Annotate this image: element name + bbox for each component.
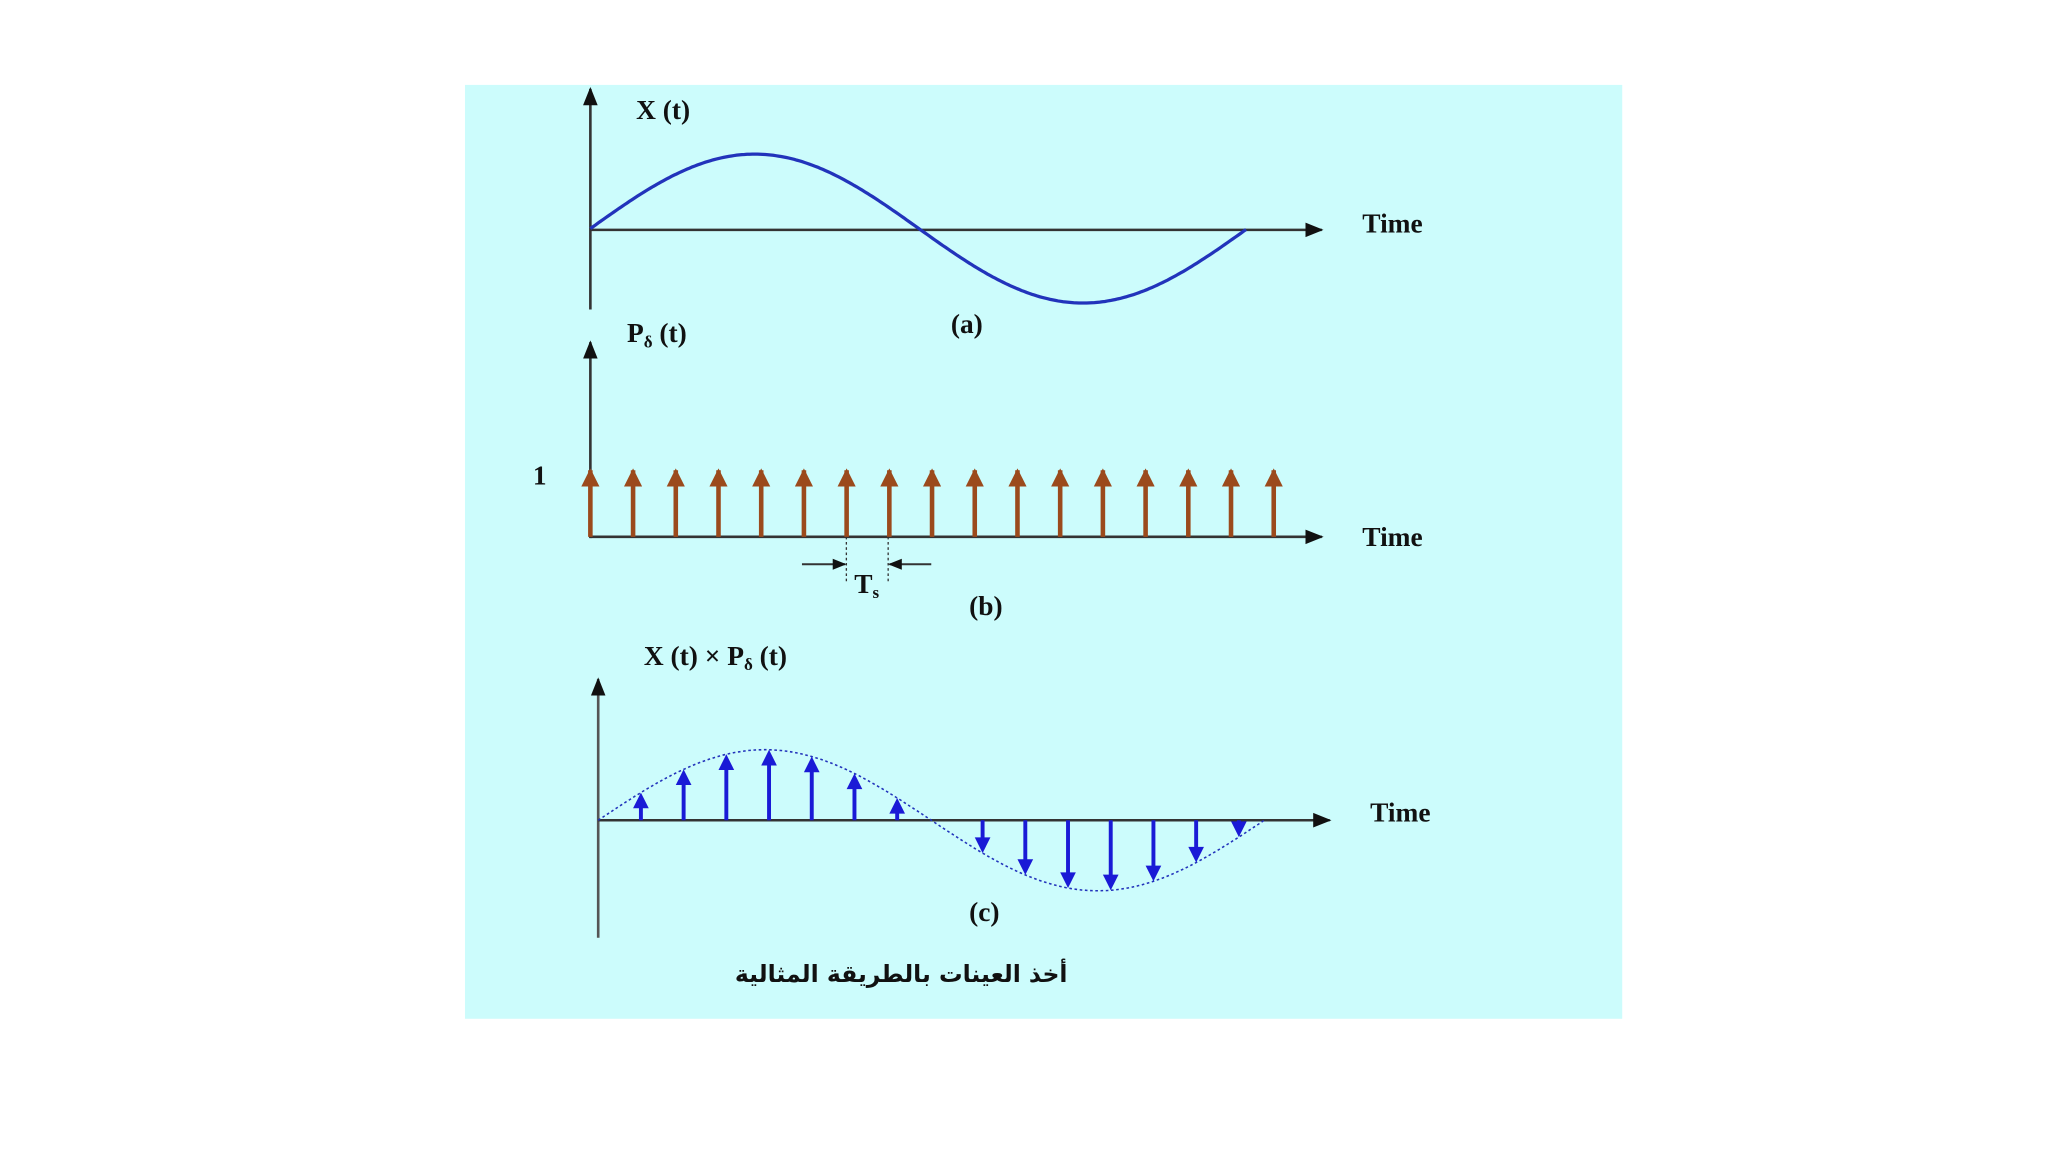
label-rest: (t) [653, 318, 687, 348]
x-axis-label: Time [1362, 522, 1422, 552]
sample-head [1060, 872, 1076, 889]
sample-head [1188, 846, 1204, 863]
x-axis-label: Time [1370, 798, 1430, 828]
y-axis-label: Pδ (t) [627, 318, 687, 351]
footer-caption: أخذ العينات بالطريقة المثالية [735, 958, 1068, 988]
y-axis-label: X (t) × Pδ (t) [644, 641, 787, 674]
label-subscript: s [872, 583, 879, 602]
sample-head [633, 792, 649, 809]
sample-head [846, 773, 863, 790]
envelope-curve [597, 748, 1265, 892]
panel-caption: (b) [969, 591, 1003, 621]
signal-curve [589, 152, 1247, 305]
label-main: X (t) × P [644, 641, 744, 671]
panel-background [464, 84, 1623, 1019]
sample-head [803, 756, 820, 773]
label-main: P [627, 318, 644, 348]
sample-head [1231, 821, 1247, 838]
label-subscript: δ [744, 655, 753, 674]
panel-caption: (a) [951, 309, 983, 339]
sample-head [1145, 865, 1162, 882]
sample-head [1017, 859, 1034, 875]
y-axis-label: X (t) [636, 95, 690, 125]
sample-head [761, 749, 777, 766]
panel-caption: (c) [969, 897, 999, 927]
sample-arrows [633, 749, 1247, 891]
sample-head [675, 769, 692, 786]
x-axis-label: Time [1362, 208, 1422, 238]
sample-head [974, 837, 991, 854]
impulse-train [581, 468, 1283, 537]
sample-head [1102, 874, 1119, 891]
sample-head [718, 754, 735, 770]
period-label: Ts [854, 569, 879, 602]
label-rest: (t) [753, 641, 787, 671]
label-subscript: δ [644, 332, 653, 351]
sample-head [889, 797, 906, 814]
level-label: 1 [533, 461, 547, 491]
label-main: T [854, 569, 872, 599]
